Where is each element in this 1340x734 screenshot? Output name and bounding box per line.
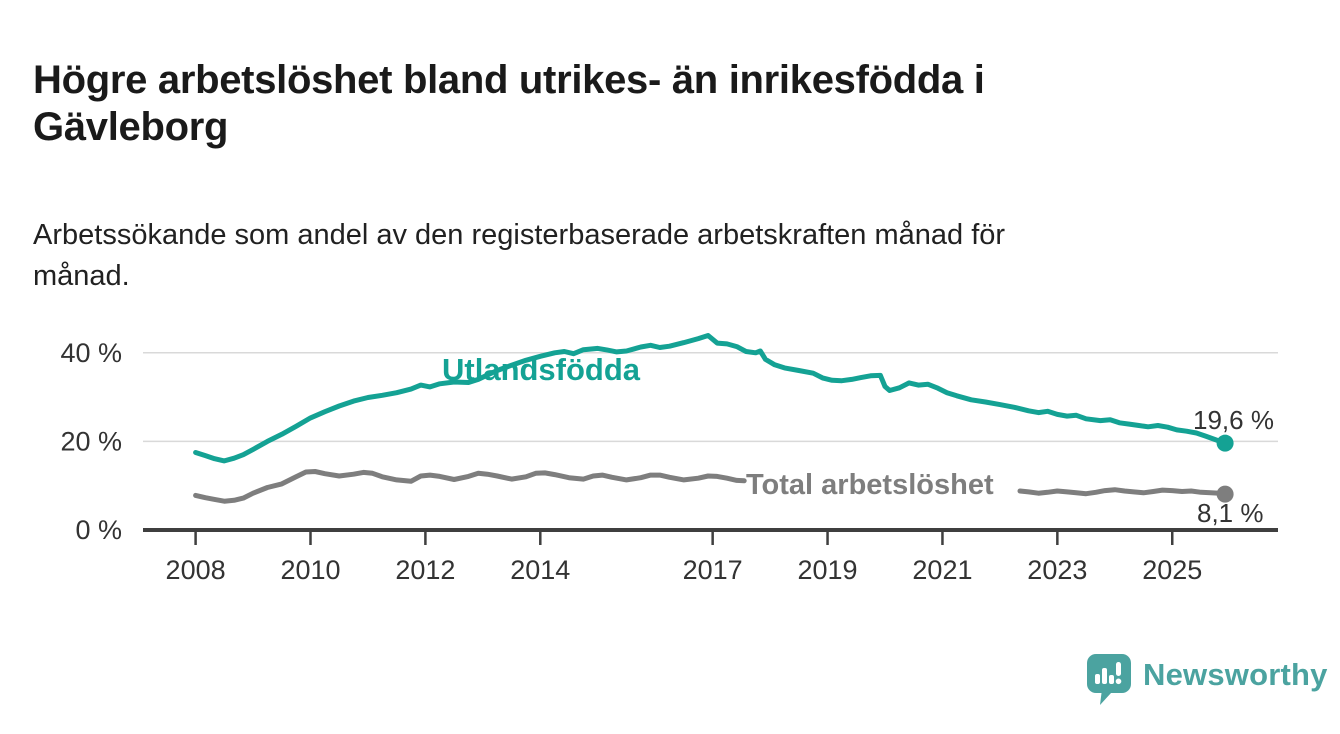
series-end-dot-0 — [1216, 434, 1234, 452]
y-axis-tick-label: 20 % — [60, 426, 122, 456]
chart-subtitle: Arbetssökande som andel av den registerb… — [33, 219, 1006, 292]
x-axis-tick-label: 2025 — [1142, 555, 1202, 585]
speech-bubble-bar-chart-icon — [1087, 653, 1131, 705]
x-axis-tick-label: 2023 — [1027, 555, 1087, 585]
newsworthy-logo-text: Newsworthy — [1143, 657, 1328, 692]
x-axis-tick-label: 2021 — [912, 555, 972, 585]
series-line-1-seg-0 — [193, 469, 747, 504]
newsworthy-logo: Newsworthy — [1086, 653, 1328, 705]
chart-title: Högre arbetslöshet bland utrikes- än inr… — [33, 57, 985, 149]
series-line-1-seg-1 — [1017, 487, 1228, 497]
x-axis-tick-label: 2012 — [395, 555, 455, 585]
x-axis-tick-label: 2019 — [798, 555, 858, 585]
series-end-value-label-1: 8,1 % — [1197, 498, 1264, 528]
mini-bar-chart-glyph — [1095, 661, 1122, 684]
series-end-dot-1 — [1216, 485, 1234, 503]
series-end-value-label-0: 19,6 % — [1193, 405, 1274, 435]
x-axis-tick-label: 2010 — [280, 555, 340, 585]
series-label-0: Utlandsfödda — [442, 352, 641, 387]
series-label-1: Total arbetslöshet — [746, 469, 994, 501]
y-axis-tick-label: 40 % — [60, 338, 122, 368]
series-line-0-seg-0 — [193, 333, 1228, 464]
y-axis-tick-label: 0 % — [75, 515, 122, 545]
x-axis-tick-label: 2008 — [166, 555, 226, 585]
x-axis-tick-label: 2017 — [683, 555, 743, 585]
x-axis-tick-label: 2014 — [510, 555, 570, 585]
